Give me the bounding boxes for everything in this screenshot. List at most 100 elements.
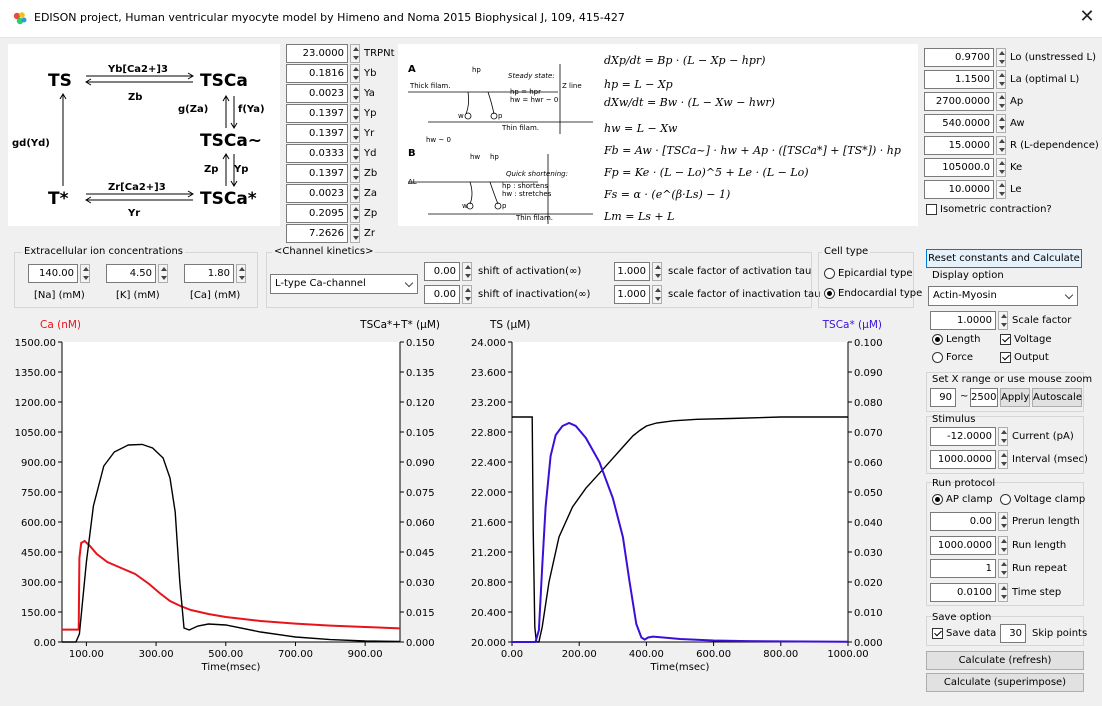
close-icon[interactable]: ✕ xyxy=(1079,6,1095,27)
mech-input-2[interactable]: 2700.0000 xyxy=(924,92,994,111)
param-spinner-trpnt[interactable] xyxy=(350,44,360,63)
param-input-zr[interactable]: 7.2626 xyxy=(286,224,348,243)
param-input-ya[interactable]: 0.0023 xyxy=(286,84,348,103)
current-label: Current (pA) xyxy=(1012,431,1074,442)
thin-filament-label-a: Thin filam. xyxy=(501,124,539,132)
ap-clamp-radio[interactable] xyxy=(932,494,943,505)
mech-input-5[interactable]: 105000.0 xyxy=(924,158,994,177)
display-select[interactable]: Actin-Myosin xyxy=(928,286,1078,306)
voltage-clamp-radio[interactable] xyxy=(1000,494,1011,505)
scale-factor-input[interactable]: 1.0000 xyxy=(930,311,996,330)
run-length-spinner[interactable] xyxy=(998,536,1008,555)
ca-spinner[interactable] xyxy=(236,264,246,283)
mech-spinner-2[interactable] xyxy=(996,92,1006,111)
param-input-trpnt[interactable]: 23.0000 xyxy=(286,44,348,63)
equation-4: hw = L − Xw xyxy=(604,122,678,135)
mech-input-1[interactable]: 1.1500 xyxy=(924,70,994,89)
reset-calculate-button[interactable]: Reset constants and Calculate xyxy=(926,249,1082,268)
param-spinner-yb[interactable] xyxy=(350,64,360,83)
equation-6: Fp = Ke · (L − Lo)^5 + Le · (L − Lo) xyxy=(604,166,809,179)
mech-input-3[interactable]: 540.0000 xyxy=(924,114,994,133)
mech-spinner-5[interactable] xyxy=(996,158,1006,177)
scale-activation-input[interactable]: 1.000 xyxy=(614,262,650,281)
param-spinner-yd[interactable] xyxy=(350,144,360,163)
autoscale-button[interactable]: Autoscale xyxy=(1032,388,1082,407)
current-spinner[interactable] xyxy=(998,427,1008,446)
time-step-input[interactable]: 0.0100 xyxy=(930,583,996,602)
interval-input[interactable]: 1000.0000 xyxy=(930,450,996,469)
k-input[interactable]: 4.50 xyxy=(106,264,156,283)
run-repeat-spinner[interactable] xyxy=(998,559,1008,578)
mech-input-6[interactable]: 10.0000 xyxy=(924,180,994,199)
param-spinner-zb[interactable] xyxy=(350,164,360,183)
param-spinner-yr[interactable] xyxy=(350,124,360,143)
run-repeat-input[interactable]: 1 xyxy=(930,559,996,578)
param-input-za[interactable]: 0.0023 xyxy=(286,184,348,203)
time-step-spinner[interactable] xyxy=(998,583,1008,602)
y-tick-label-left: 23.200 xyxy=(471,398,506,409)
shift-activation-input[interactable]: 0.00 xyxy=(424,262,460,281)
skip-points-input[interactable]: 30 xyxy=(1000,624,1026,643)
shift-activation-spinner[interactable] xyxy=(462,262,472,281)
save-data-checkbox[interactable] xyxy=(932,628,943,639)
param-spinner-zr[interactable] xyxy=(350,224,360,243)
k-spinner[interactable] xyxy=(158,264,168,283)
param-spinner-zp[interactable] xyxy=(350,204,360,223)
isometric-checkbox[interactable] xyxy=(926,204,937,215)
mech-input-4[interactable]: 15.0000 xyxy=(924,136,994,155)
param-input-yr[interactable]: 0.1397 xyxy=(286,124,348,143)
na-spinner[interactable] xyxy=(80,264,90,283)
z-line-label: Z line xyxy=(562,82,582,90)
ca-chart[interactable]: 0.00 150.00 300.00 450.00 600.00 750.00 900.00… xyxy=(0,312,452,690)
scale-inactivation-input[interactable]: 1.000 xyxy=(614,285,650,304)
y-tick-label-left: 1050.00 xyxy=(15,428,56,439)
series-line-1 xyxy=(62,443,401,643)
scale-inactivation-spinner[interactable] xyxy=(652,285,662,304)
xmax-input[interactable]: 2500 xyxy=(970,388,998,407)
shift-inactivation-spinner[interactable] xyxy=(462,285,472,304)
param-label-ya: Ya xyxy=(364,88,375,99)
rate-fya: f(Ya) xyxy=(238,104,265,115)
ca-input[interactable]: 1.80 xyxy=(184,264,234,283)
xmin-input[interactable]: 90 xyxy=(930,388,956,407)
interval-spinner[interactable] xyxy=(998,450,1008,469)
param-input-yd[interactable]: 0.0333 xyxy=(286,144,348,163)
mech-spinner-3[interactable] xyxy=(996,114,1006,133)
prerun-spinner[interactable] xyxy=(998,512,1008,531)
param-spinner-ya[interactable] xyxy=(350,84,360,103)
run-length-input[interactable]: 1000.0000 xyxy=(930,536,996,555)
channel-select[interactable]: L-type Ca-channel xyxy=(270,274,418,294)
epicardial-radio[interactable] xyxy=(824,268,835,279)
na-input[interactable]: 140.00 xyxy=(28,264,78,283)
mech-spinner-6[interactable] xyxy=(996,180,1006,199)
y-tick-label-right: 0.070 xyxy=(854,428,883,439)
mech-label-6: Le xyxy=(1010,184,1022,195)
mech-spinner-4[interactable] xyxy=(996,136,1006,155)
apply-button[interactable]: Apply xyxy=(1000,388,1030,407)
param-input-zb[interactable]: 0.1397 xyxy=(286,164,348,183)
param-input-yb[interactable]: 0.1816 xyxy=(286,64,348,83)
calculate-refresh-button[interactable]: Calculate (refresh) xyxy=(926,651,1084,670)
mech-input-0[interactable]: 0.9700 xyxy=(924,48,994,67)
x-tick-label: 200.00 xyxy=(562,649,597,660)
param-input-zp[interactable]: 0.2095 xyxy=(286,204,348,223)
force-radio[interactable] xyxy=(932,352,943,363)
mech-spinner-0[interactable] xyxy=(996,48,1006,67)
scale-factor-spinner[interactable] xyxy=(998,311,1008,330)
y-tick-label-right: 0.015 xyxy=(406,608,435,619)
ts-chart[interactable]: 20.000 20.400 20.800 21.200 21.600 22.000 22.4… xyxy=(452,312,918,690)
shift-inactivation-input[interactable]: 0.00 xyxy=(424,285,460,304)
endocardial-radio[interactable] xyxy=(824,288,835,299)
voltage-checkbox[interactable] xyxy=(1000,334,1011,345)
current-input[interactable]: -12.0000 xyxy=(930,427,996,446)
y-tick-label-left: 900.00 xyxy=(21,458,56,469)
param-spinner-za[interactable] xyxy=(350,184,360,203)
mech-spinner-1[interactable] xyxy=(996,70,1006,89)
output-checkbox[interactable] xyxy=(1000,352,1011,363)
param-input-yp[interactable]: 0.1397 xyxy=(286,104,348,123)
prerun-input[interactable]: 0.00 xyxy=(930,512,996,531)
calculate-superimpose-button[interactable]: Calculate (superimpose) xyxy=(926,673,1084,692)
scale-activation-spinner[interactable] xyxy=(652,262,662,281)
length-radio[interactable] xyxy=(932,334,943,345)
param-spinner-yp[interactable] xyxy=(350,104,360,123)
